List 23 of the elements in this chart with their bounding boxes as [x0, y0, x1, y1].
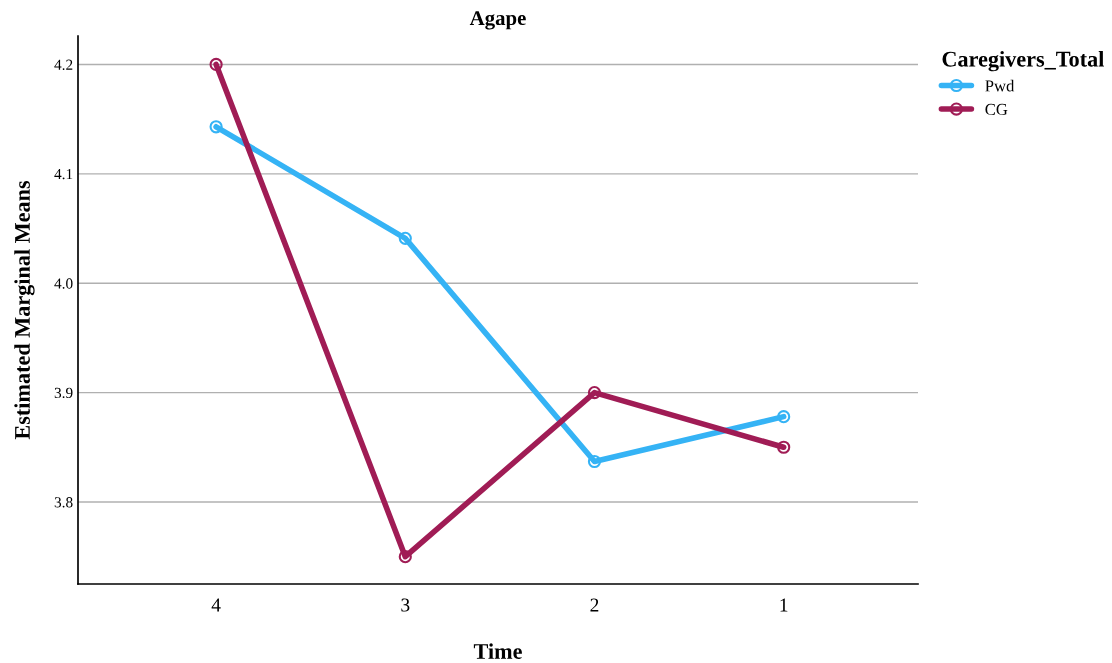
point	[587, 454, 602, 469]
x-tick-label: 2	[590, 598, 599, 612]
legend-label: Pwd	[985, 79, 1015, 92]
x-axis-title: Time	[473, 643, 522, 659]
y-tick-label: 3.8	[54, 497, 73, 508]
y-tick-label: 4.0	[54, 278, 73, 289]
chart-title: Agape	[469, 11, 526, 30]
x-tick-label: 4	[211, 598, 221, 612]
x-tick-label: 3	[401, 598, 410, 612]
point	[777, 410, 791, 424]
point	[209, 120, 223, 134]
point	[398, 550, 412, 564]
x-tick-label: 1	[780, 598, 788, 612]
point	[398, 231, 412, 245]
y-axis-title: Estimated Marginal Means	[14, 180, 35, 440]
y-tick-label: 4.2	[54, 59, 73, 70]
point	[587, 385, 602, 400]
y-tick-label: 4.1	[54, 169, 73, 180]
point	[209, 57, 223, 72]
point	[777, 440, 791, 454]
legend-label: CG	[985, 103, 1008, 116]
legend-title: Caregivers_Total	[942, 51, 1104, 72]
y-tick-label: 3.9	[54, 387, 73, 399]
